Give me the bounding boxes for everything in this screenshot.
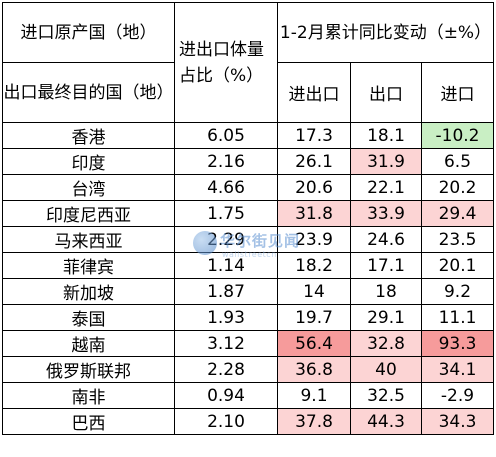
share-cell: 1.93 xyxy=(174,304,278,331)
header-import: 进口 xyxy=(420,62,495,123)
total-change-cell: 26.1 xyxy=(277,148,351,175)
import-change-cell: 11.1 xyxy=(420,304,495,331)
table-row: 越南 3.12 56.4 32.8 93.3 xyxy=(2,330,495,357)
region-cell: 马来西亚 xyxy=(2,226,175,253)
share-cell: 2.29 xyxy=(174,226,278,253)
region-cell: 巴西 xyxy=(2,408,175,435)
export-change-cell: 33.9 xyxy=(350,200,422,227)
header-destination-country: 出口最终目的国（地） xyxy=(2,62,175,123)
region-cell: 台湾 xyxy=(2,174,175,201)
total-change-cell: 23.9 xyxy=(277,226,351,253)
import-change-cell: 6.5 xyxy=(420,148,495,175)
total-change-cell: 20.6 xyxy=(277,174,351,201)
import-change-cell: 34.3 xyxy=(420,408,495,435)
region-cell: 越南 xyxy=(2,330,175,357)
total-change-cell: 19.7 xyxy=(277,304,351,331)
total-change-cell: 31.8 xyxy=(277,200,351,227)
trade-table: 进口原产国（地） 进出口体量占比（%） 1-2月累计同比变动（±%） 出口最终目… xyxy=(2,2,495,435)
region-cell: 印度 xyxy=(2,148,175,175)
export-change-cell: 32.8 xyxy=(350,330,422,357)
share-cell: 2.28 xyxy=(174,356,278,383)
share-cell: 1.14 xyxy=(174,252,278,279)
export-change-cell: 24.6 xyxy=(350,226,422,253)
export-change-cell: 29.1 xyxy=(350,304,422,331)
table-row: 香港 6.05 17.3 18.1 -10.2 xyxy=(2,122,495,149)
import-change-cell: -10.2 xyxy=(420,122,495,149)
import-change-cell: 29.4 xyxy=(420,200,495,227)
table-row: 印度尼西亚 1.75 31.8 33.9 29.4 xyxy=(2,200,495,227)
export-change-cell: 18.1 xyxy=(350,122,422,149)
table-row: 马来西亚 2.29 23.9 24.6 23.5 xyxy=(2,226,495,253)
total-change-cell: 18.2 xyxy=(277,252,351,279)
table-row: 南非 0.94 9.1 32.5 -2.9 xyxy=(2,382,495,409)
export-change-cell: 22.1 xyxy=(350,174,422,201)
total-change-cell: 56.4 xyxy=(277,330,351,357)
header-origin-country: 进口原产国（地） xyxy=(2,2,175,63)
share-cell: 1.87 xyxy=(174,278,278,305)
share-cell: 2.16 xyxy=(174,148,278,175)
table-row: 泰国 1.93 19.7 29.1 11.1 xyxy=(2,304,495,331)
share-cell: 4.66 xyxy=(174,174,278,201)
import-change-cell: 20.1 xyxy=(420,252,495,279)
share-cell: 1.75 xyxy=(174,200,278,227)
import-change-cell: 9.2 xyxy=(420,278,495,305)
export-change-cell: 44.3 xyxy=(350,408,422,435)
share-cell: 6.05 xyxy=(174,122,278,149)
share-cell: 3.12 xyxy=(174,330,278,357)
total-change-cell: 17.3 xyxy=(277,122,351,149)
total-change-cell: 36.8 xyxy=(277,356,351,383)
import-change-cell: 23.5 xyxy=(420,226,495,253)
region-cell: 印度尼西亚 xyxy=(2,200,175,227)
region-cell: 新加坡 xyxy=(2,278,175,305)
region-cell: 泰国 xyxy=(2,304,175,331)
region-cell: 南非 xyxy=(2,382,175,409)
total-change-cell: 14 xyxy=(277,278,351,305)
share-cell: 0.94 xyxy=(174,382,278,409)
export-change-cell: 17.1 xyxy=(350,252,422,279)
table-row: 台湾 4.66 20.6 22.1 20.2 xyxy=(2,174,495,201)
header-volume-share: 进出口体量占比（%） xyxy=(174,2,278,123)
export-change-cell: 18 xyxy=(350,278,422,305)
export-change-cell: 32.5 xyxy=(350,382,422,409)
table-row: 新加坡 1.87 14 18 9.2 xyxy=(2,278,495,305)
region-cell: 香港 xyxy=(2,122,175,149)
table-row: 菲律宾 1.14 18.2 17.1 20.1 xyxy=(2,252,495,279)
table-row: 俄罗斯联邦 2.28 36.8 40 34.1 xyxy=(2,356,495,383)
total-change-cell: 37.8 xyxy=(277,408,351,435)
export-change-cell: 31.9 xyxy=(350,148,422,175)
header-yoy-change: 1-2月累计同比变动（±%） xyxy=(276,2,495,63)
header-export: 出口 xyxy=(350,62,422,123)
region-cell: 菲律宾 xyxy=(2,252,175,279)
table-row: 巴西 2.10 37.8 44.3 34.3 xyxy=(2,408,495,435)
export-change-cell: 40 xyxy=(350,356,422,383)
share-cell: 2.10 xyxy=(174,408,278,435)
table-row: 印度 2.16 26.1 31.9 6.5 xyxy=(2,148,495,175)
import-change-cell: 20.2 xyxy=(420,174,495,201)
import-change-cell: -2.9 xyxy=(420,382,495,409)
header-total-trade: 进出口 xyxy=(277,62,351,123)
import-change-cell: 34.1 xyxy=(420,356,495,383)
table-body: 香港 6.05 17.3 18.1 -10.2 印度 2.16 26.1 31.9 6.5 台湾 4.… xyxy=(2,122,495,435)
total-change-cell: 9.1 xyxy=(277,382,351,409)
import-change-cell: 93.3 xyxy=(420,330,495,357)
region-cell: 俄罗斯联邦 xyxy=(2,356,175,383)
